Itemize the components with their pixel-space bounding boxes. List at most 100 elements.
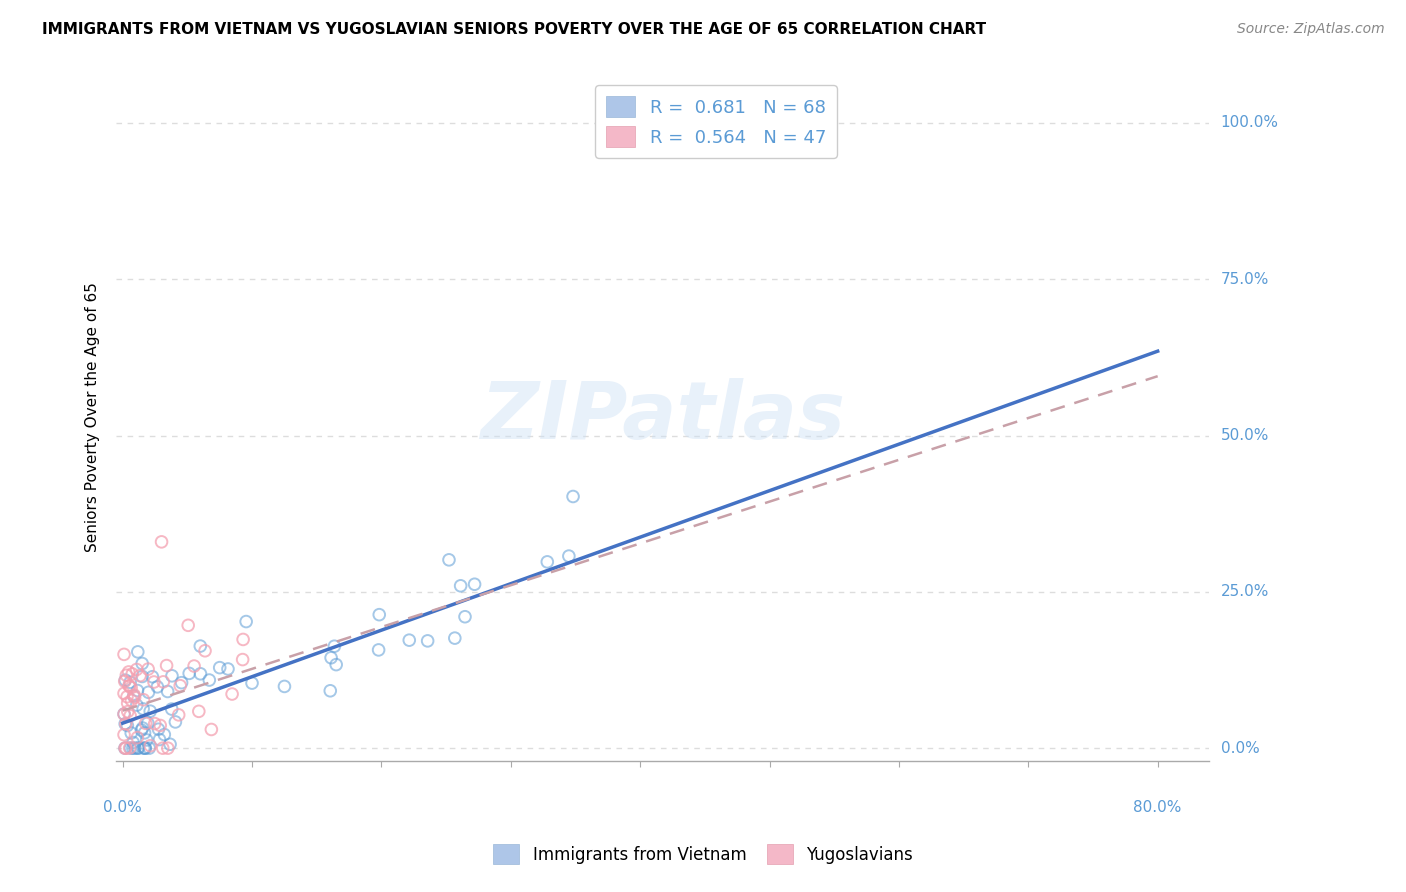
Point	[118, 665, 141, 679]
Point	[170, 675, 193, 690]
Point	[117, 718, 139, 732]
Point	[416, 633, 439, 648]
Point	[114, 674, 136, 689]
Point	[443, 631, 465, 645]
Point	[112, 686, 135, 700]
Point	[319, 683, 342, 698]
Point	[138, 741, 160, 756]
Text: Source: ZipAtlas.com: Source: ZipAtlas.com	[1237, 22, 1385, 37]
Point	[368, 607, 391, 622]
Point	[179, 666, 201, 681]
Point	[127, 645, 149, 659]
Point	[117, 696, 139, 710]
Legend: Immigrants from Vietnam, Yugoslavians: Immigrants from Vietnam, Yugoslavians	[486, 838, 920, 871]
Text: 25.0%: 25.0%	[1220, 584, 1268, 599]
Point	[217, 662, 239, 676]
Point	[146, 680, 169, 694]
Point	[139, 739, 162, 753]
Point	[134, 741, 156, 756]
Text: 80.0%: 80.0%	[1133, 799, 1182, 814]
Text: 0.0%: 0.0%	[1220, 740, 1260, 756]
Text: 0.0%: 0.0%	[104, 799, 142, 814]
Point	[112, 707, 135, 722]
Point	[319, 650, 342, 665]
Point	[115, 668, 138, 682]
Point	[131, 669, 153, 683]
Point	[127, 731, 149, 745]
Point	[120, 741, 142, 756]
Text: IMMIGRANTS FROM VIETNAM VS YUGOSLAVIAN SENIORS POVERTY OVER THE AGE OF 65 CORREL: IMMIGRANTS FROM VIETNAM VS YUGOSLAVIAN S…	[42, 22, 986, 37]
Point	[135, 716, 157, 731]
Point	[118, 679, 141, 693]
Point	[136, 716, 159, 731]
Point	[148, 723, 170, 737]
Point	[148, 732, 170, 747]
Point	[221, 687, 243, 701]
Point	[125, 663, 148, 677]
Point	[437, 553, 460, 567]
Point	[167, 707, 190, 722]
Point	[454, 609, 477, 624]
Point	[156, 684, 179, 698]
Point	[153, 727, 176, 741]
Point	[165, 714, 187, 729]
Point	[183, 659, 205, 673]
Point	[188, 639, 211, 653]
Point	[139, 704, 162, 718]
Point	[132, 692, 155, 706]
Point	[122, 735, 145, 749]
Point	[115, 717, 138, 731]
Point	[114, 741, 136, 756]
Point	[122, 688, 145, 702]
Point	[114, 673, 136, 687]
Point	[156, 741, 179, 756]
Point	[115, 690, 138, 704]
Point	[121, 666, 143, 681]
Point	[200, 723, 222, 737]
Point	[114, 741, 136, 756]
Text: 75.0%: 75.0%	[1220, 272, 1268, 287]
Point	[198, 673, 221, 687]
Point	[367, 643, 389, 657]
Point	[117, 705, 139, 719]
Point	[187, 704, 209, 718]
Point	[160, 702, 183, 716]
Point	[1205, 116, 1227, 130]
Legend: R =  0.681   N = 68, R =  0.564   N = 47: R = 0.681 N = 68, R = 0.564 N = 47	[595, 86, 837, 158]
Point	[149, 718, 172, 732]
Point	[135, 733, 157, 747]
Y-axis label: Seniors Poverty Over the Age of 65: Seniors Poverty Over the Age of 65	[86, 282, 100, 552]
Point	[132, 702, 155, 716]
Text: 100.0%: 100.0%	[1220, 115, 1278, 130]
Point	[122, 689, 145, 703]
Point	[325, 657, 347, 672]
Point	[129, 668, 152, 682]
Point	[141, 670, 163, 684]
Point	[323, 639, 346, 653]
Point	[190, 666, 212, 681]
Point	[232, 632, 254, 647]
Point	[112, 648, 135, 662]
Point	[112, 728, 135, 742]
Point	[131, 657, 153, 671]
Point	[273, 680, 295, 694]
Point	[240, 676, 263, 690]
Point	[127, 741, 149, 756]
Point	[450, 579, 472, 593]
Point	[121, 741, 143, 756]
Point	[134, 741, 156, 756]
Point	[125, 698, 148, 712]
Text: ZIPatlas: ZIPatlas	[481, 378, 845, 456]
Point	[138, 685, 160, 699]
Point	[398, 633, 420, 648]
Point	[124, 741, 146, 756]
Point	[169, 679, 191, 693]
Point	[150, 534, 173, 549]
Point	[134, 726, 156, 740]
Point	[235, 615, 257, 629]
Point	[562, 490, 585, 504]
Point	[194, 644, 217, 658]
Point	[536, 555, 558, 569]
Point	[112, 706, 135, 721]
Point	[143, 675, 166, 690]
